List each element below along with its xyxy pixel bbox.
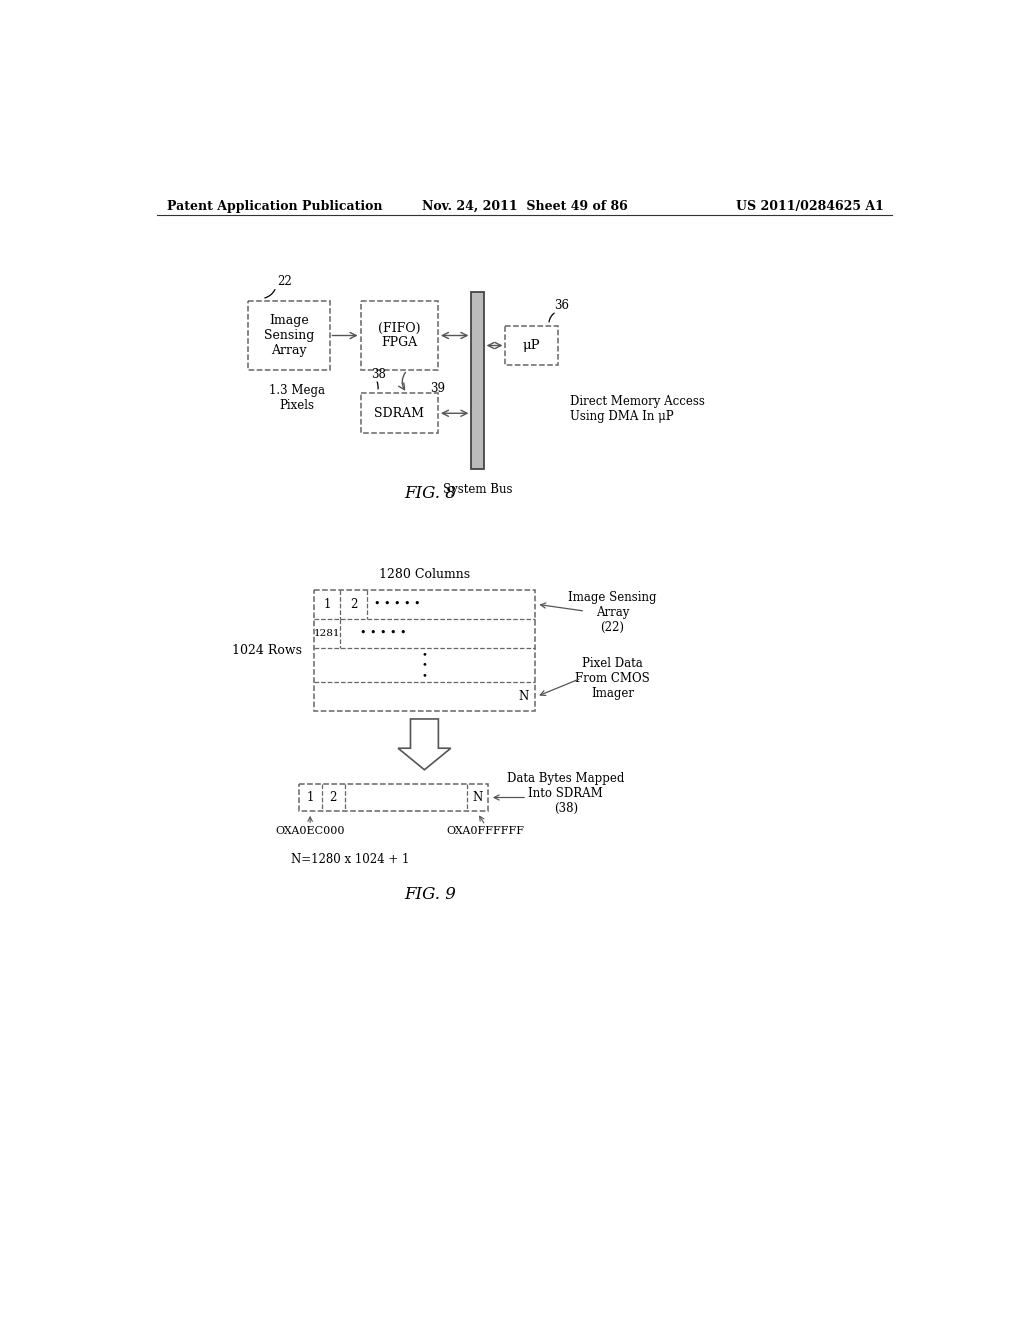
Text: •
•
•: • • •: [422, 651, 427, 680]
Text: Direct Memory Access
Using DMA In μP: Direct Memory Access Using DMA In μP: [569, 396, 705, 424]
Text: N=1280 x 1024 + 1: N=1280 x 1024 + 1: [291, 853, 410, 866]
Text: 1281: 1281: [314, 630, 340, 638]
Polygon shape: [398, 719, 451, 770]
Text: (FIFO)
FPGA: (FIFO) FPGA: [378, 322, 421, 350]
Text: 2: 2: [330, 791, 337, 804]
Text: 39: 39: [430, 383, 445, 396]
Text: System Bus: System Bus: [442, 483, 512, 495]
Bar: [360, 393, 438, 433]
Bar: [360, 301, 438, 370]
Text: Patent Application Publication: Patent Application Publication: [167, 199, 382, 213]
Text: Data Bytes Mapped
Into SDRAM
(38): Data Bytes Mapped Into SDRAM (38): [507, 772, 625, 816]
Text: 1024 Rows: 1024 Rows: [232, 644, 302, 657]
Text: 1: 1: [306, 791, 313, 804]
Text: SDRAM: SDRAM: [374, 407, 424, 420]
Text: 22: 22: [278, 276, 292, 289]
Bar: [248, 301, 330, 370]
Text: OXA0FFFFFF: OXA0FFFFFF: [446, 826, 524, 837]
Text: Nov. 24, 2011  Sheet 49 of 86: Nov. 24, 2011 Sheet 49 of 86: [422, 199, 628, 213]
Text: Image
Sensing
Array: Image Sensing Array: [263, 314, 314, 356]
Text: Pixel Data
From CMOS
Imager: Pixel Data From CMOS Imager: [575, 656, 650, 700]
Text: OXA0EC000: OXA0EC000: [275, 826, 345, 837]
Bar: [506, 326, 558, 364]
Text: US 2011/0284625 A1: US 2011/0284625 A1: [736, 199, 884, 213]
Text: 2: 2: [350, 598, 357, 611]
Text: FIG. 8: FIG. 8: [404, 484, 456, 502]
Text: • • • • •: • • • • •: [359, 628, 407, 639]
Text: 36: 36: [554, 300, 569, 313]
Text: 1280 Columns: 1280 Columns: [379, 568, 470, 581]
Text: μP: μP: [523, 339, 541, 352]
Bar: [314, 590, 535, 711]
Text: FIG. 9: FIG. 9: [404, 886, 456, 903]
Text: 1.3 Mega
Pixels: 1.3 Mega Pixels: [268, 384, 325, 412]
Text: 38: 38: [372, 368, 386, 381]
Text: • • • • •: • • • • •: [375, 599, 421, 610]
Bar: [471, 292, 483, 469]
Text: Image Sensing
Array
(22): Image Sensing Array (22): [568, 591, 656, 634]
Text: N: N: [519, 690, 529, 704]
Text: 1: 1: [324, 598, 331, 611]
Text: N: N: [472, 791, 482, 804]
Bar: [299, 784, 488, 812]
